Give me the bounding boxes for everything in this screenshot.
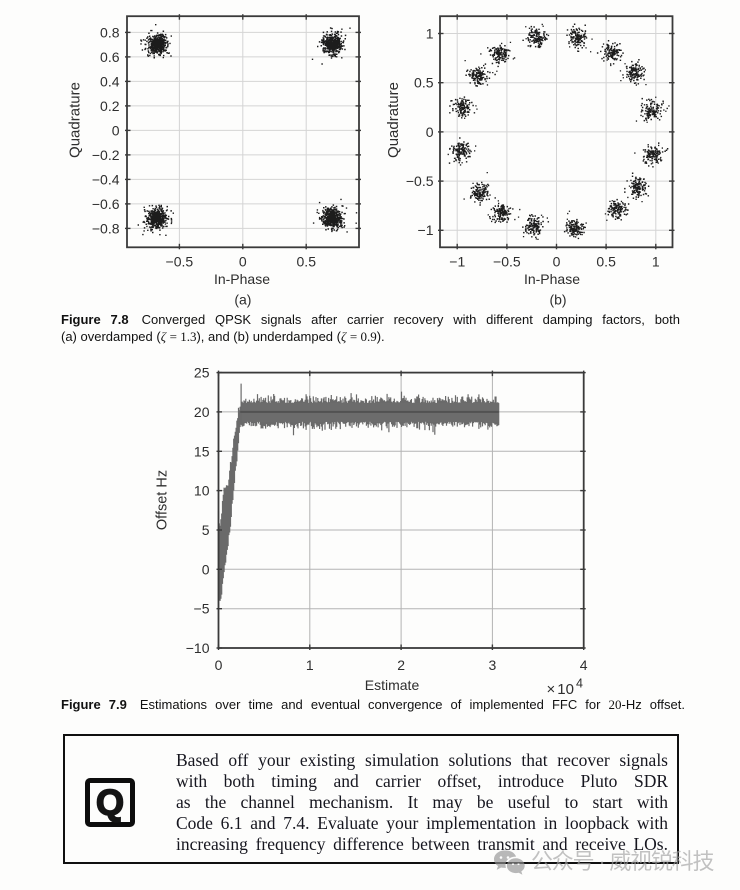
svg-text:15: 15 [194, 443, 210, 459]
svg-text:0.4: 0.4 [100, 73, 120, 89]
svg-text:−5: −5 [194, 601, 210, 617]
svg-text:−0.4: −0.4 [92, 171, 120, 187]
svg-text:0.2: 0.2 [100, 98, 120, 114]
svg-text:0: 0 [426, 124, 434, 140]
svg-text:0.5: 0.5 [596, 254, 616, 270]
svg-text:10: 10 [194, 483, 210, 499]
svg-text:1: 1 [306, 657, 314, 673]
svg-text:In-Phase: In-Phase [214, 271, 270, 287]
svg-text:0: 0 [112, 122, 120, 138]
svg-text:−1: −1 [418, 222, 434, 238]
svg-text:In-Phase: In-Phase [524, 271, 580, 287]
svg-text:0.5: 0.5 [297, 254, 317, 270]
svg-text:−0.2: −0.2 [92, 147, 120, 163]
svg-text:−0.5: −0.5 [406, 173, 434, 189]
svg-text:3: 3 [489, 657, 497, 673]
svg-text:−0.6: −0.6 [92, 196, 120, 212]
svg-text:0.8: 0.8 [100, 24, 120, 40]
svg-text:1: 1 [652, 254, 660, 270]
svg-text:0: 0 [215, 657, 223, 673]
svg-text:0: 0 [202, 561, 210, 577]
svg-text:Estimate: Estimate [365, 677, 420, 693]
svg-text:(b): (b) [549, 292, 566, 308]
svg-text:2: 2 [397, 657, 405, 673]
svg-text:−10: −10 [186, 640, 210, 656]
svg-text:1: 1 [426, 25, 434, 41]
svg-text:−1: −1 [449, 254, 465, 270]
svg-text:−0.5: −0.5 [493, 254, 521, 270]
svg-text:0: 0 [553, 254, 561, 270]
svg-text:0: 0 [239, 254, 247, 270]
svg-text:25: 25 [194, 365, 210, 381]
svg-text:0.5: 0.5 [414, 75, 434, 91]
svg-text:×104: × 10 4 [547, 677, 583, 699]
svg-text:(a): (a) [234, 292, 251, 308]
svg-text:5: 5 [202, 522, 210, 538]
svg-text:−0.5: −0.5 [166, 254, 194, 270]
svg-text:20: 20 [194, 404, 210, 420]
svg-text:Offset Hz: Offset Hz [155, 470, 171, 530]
svg-text:−0.8: −0.8 [92, 220, 120, 236]
svg-text:0.6: 0.6 [100, 49, 120, 65]
svg-text:Quadrature: Quadrature [67, 82, 84, 158]
svg-text:Quadrature: Quadrature [385, 82, 402, 158]
svg-text:4: 4 [580, 657, 588, 673]
